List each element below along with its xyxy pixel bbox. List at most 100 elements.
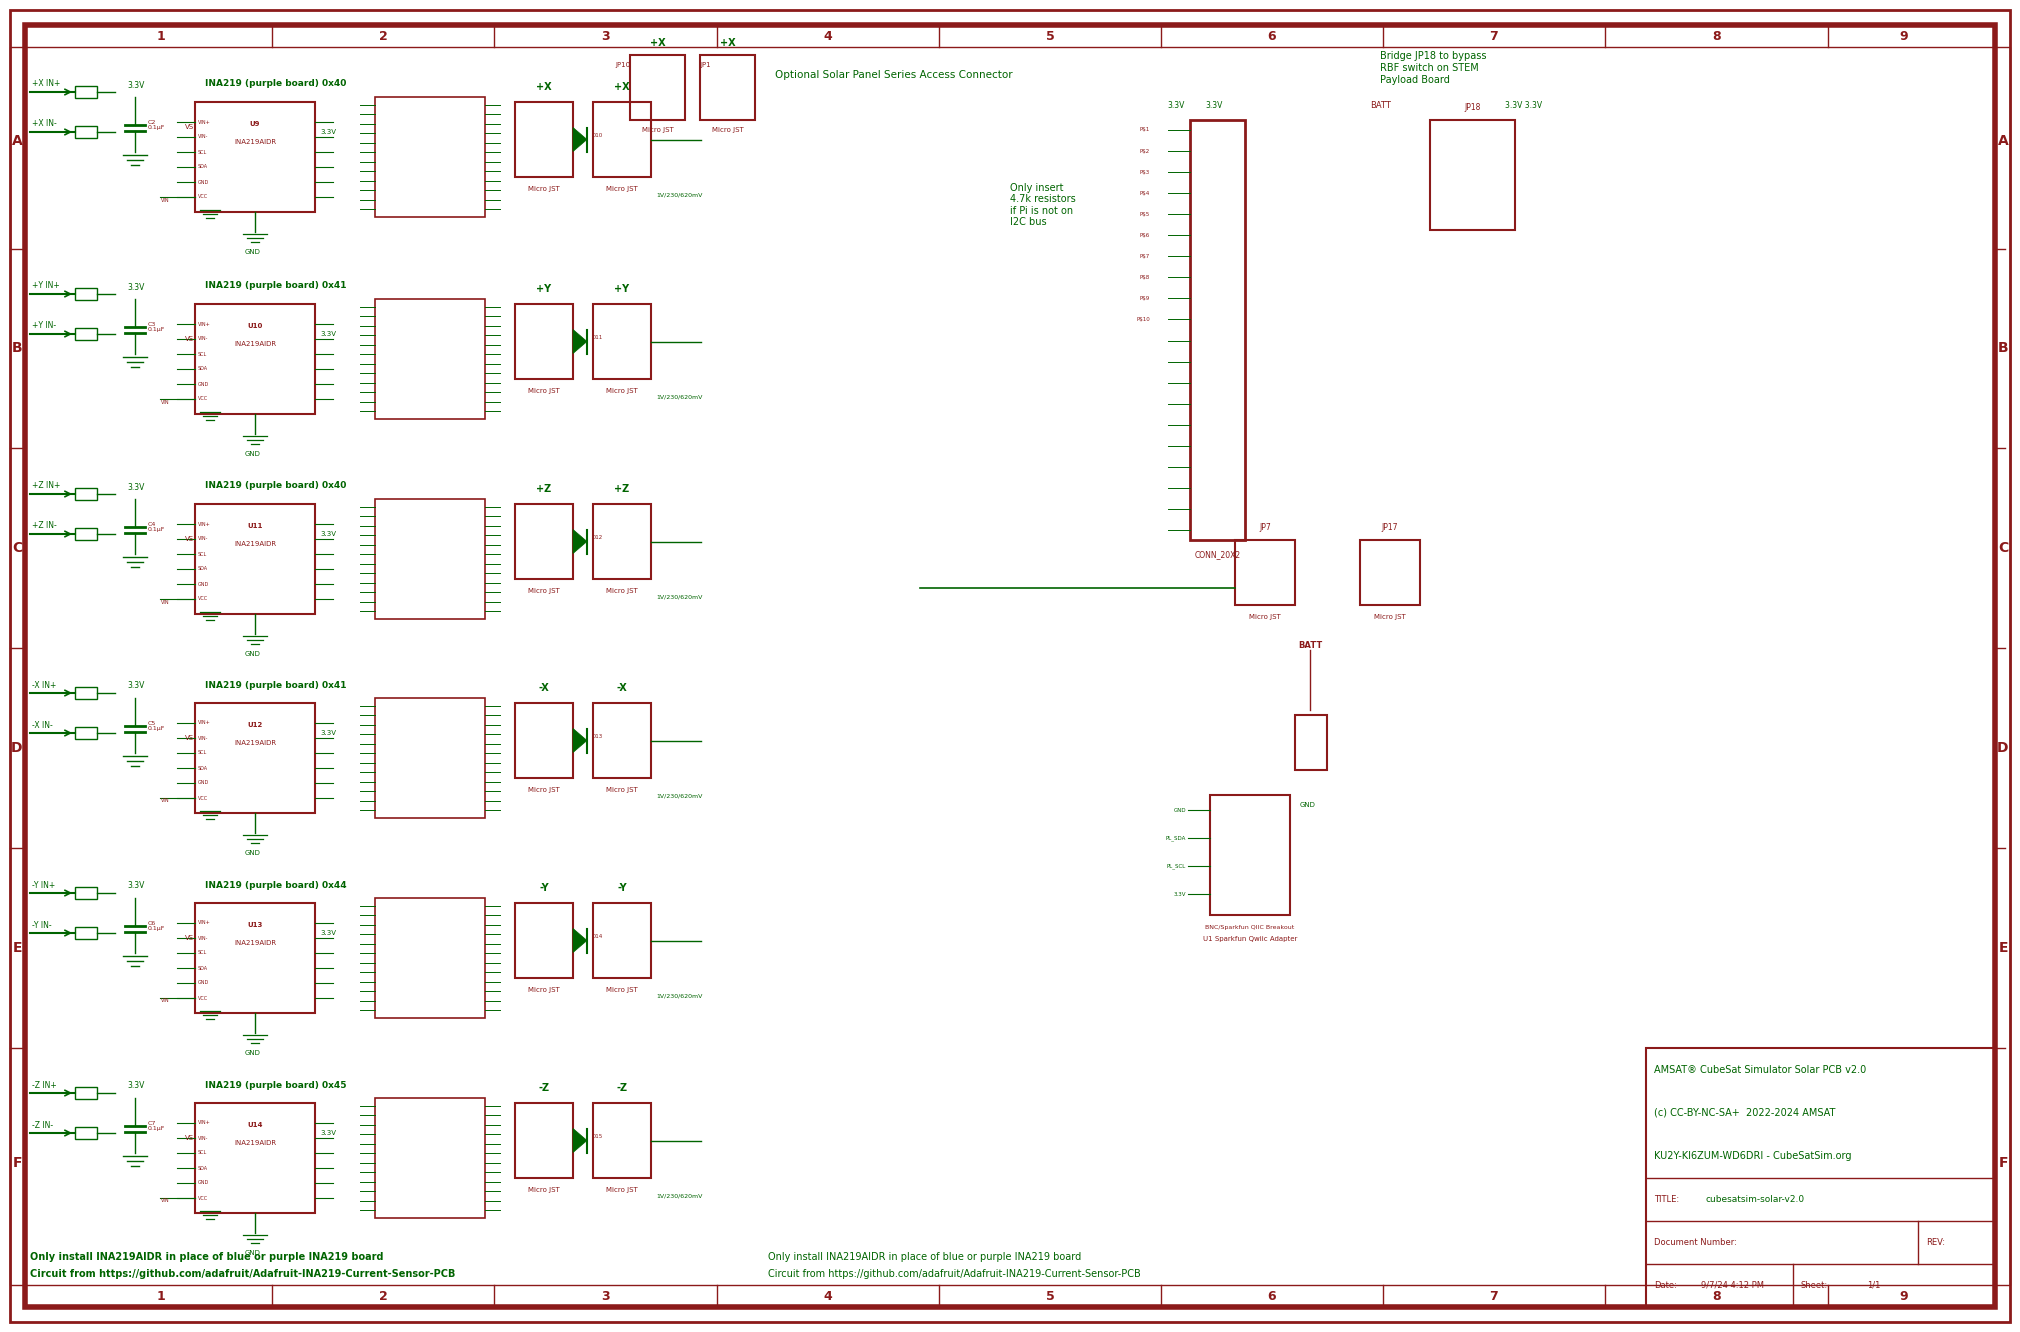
Text: -Y: -Y: [539, 883, 549, 892]
Text: VIN+: VIN+: [198, 321, 210, 326]
Text: INA219 (purple board) 0x40: INA219 (purple board) 0x40: [204, 80, 345, 88]
Text: VIN: VIN: [162, 197, 170, 202]
Text: SDA: SDA: [198, 1166, 208, 1171]
Text: cubesatsim-solar-v2.0: cubesatsim-solar-v2.0: [1707, 1195, 1806, 1204]
Text: Circuit from https://github.com/adafruit/Adafruit-INA219-Current-Sensor-PCB: Circuit from https://github.com/adafruit…: [30, 1269, 455, 1279]
Text: Only install INA219AIDR in place of blue or purple INA219 board: Only install INA219AIDR in place of blue…: [768, 1252, 1081, 1261]
Bar: [376, 298, 485, 420]
Bar: [10, 47, 24, 1285]
Text: VCC: VCC: [198, 597, 208, 602]
Text: 1V/230/620mV: 1V/230/620mV: [656, 594, 703, 599]
Text: 5: 5: [1046, 1289, 1054, 1303]
Text: GND: GND: [198, 180, 210, 185]
Bar: [75, 127, 97, 139]
Text: PL_SCL: PL_SCL: [1168, 863, 1186, 868]
Text: VIN-: VIN-: [198, 337, 208, 341]
Text: Micro JST: Micro JST: [527, 1187, 560, 1193]
Text: SCL: SCL: [198, 951, 208, 955]
Text: VIN: VIN: [162, 1199, 170, 1204]
Text: Micro JST: Micro JST: [711, 127, 743, 133]
Text: E: E: [12, 940, 22, 955]
Text: 3.3V: 3.3V: [319, 129, 335, 135]
Bar: [75, 288, 97, 300]
Text: AMSAT® CubeSat Simulator Solar PCB v2.0: AMSAT® CubeSat Simulator Solar PCB v2.0: [1654, 1064, 1866, 1075]
Bar: [196, 1103, 315, 1213]
Bar: [1430, 120, 1515, 230]
Text: +Z IN+: +Z IN+: [32, 481, 61, 490]
Text: -X: -X: [539, 683, 549, 693]
Bar: [1359, 539, 1420, 605]
Text: U9: U9: [250, 121, 261, 127]
Text: 3.3V: 3.3V: [319, 730, 335, 737]
Bar: [594, 503, 650, 579]
Text: +Z: +Z: [614, 484, 630, 494]
Bar: [630, 55, 685, 120]
Text: U12: U12: [246, 722, 263, 729]
Bar: [196, 703, 315, 813]
Text: P$7: P$7: [1139, 254, 1149, 258]
Text: INA219AIDR: INA219AIDR: [234, 940, 277, 946]
Text: BNC/Sparkfun QIIC Breakout: BNC/Sparkfun QIIC Breakout: [1206, 924, 1295, 930]
Text: VS: VS: [186, 535, 194, 542]
Text: Micro JST: Micro JST: [527, 987, 560, 992]
Text: VCC: VCC: [198, 194, 208, 200]
Bar: [1210, 795, 1291, 915]
Text: D12: D12: [592, 535, 602, 539]
Text: BATT: BATT: [1370, 100, 1392, 109]
Text: +X: +X: [535, 83, 551, 92]
Text: VS: VS: [186, 935, 194, 940]
Text: VIN-: VIN-: [198, 935, 208, 940]
Text: GND: GND: [244, 1050, 261, 1056]
Text: PL_SDA: PL_SDA: [1166, 835, 1186, 840]
Text: -X IN+: -X IN+: [32, 681, 57, 690]
Text: Optional Solar Panel Series Access Connector: Optional Solar Panel Series Access Conne…: [776, 71, 1012, 80]
Bar: [376, 698, 485, 818]
Polygon shape: [574, 928, 588, 952]
Text: Sheet:: Sheet:: [1800, 1281, 1828, 1289]
Text: +Z: +Z: [537, 484, 551, 494]
Text: P$2: P$2: [1139, 149, 1149, 153]
Text: 3.3V: 3.3V: [127, 1082, 143, 1091]
Text: VIN-: VIN-: [198, 537, 208, 542]
Bar: [75, 328, 97, 340]
Text: GND: GND: [198, 582, 210, 586]
Text: U11: U11: [246, 523, 263, 529]
Text: 8: 8: [1713, 1289, 1721, 1303]
Text: -Z IN+: -Z IN+: [32, 1080, 57, 1090]
Text: 7: 7: [1489, 29, 1499, 43]
Text: U1 Sparkfun Qwiic Adapter: U1 Sparkfun Qwiic Adapter: [1202, 936, 1297, 942]
Text: Only insert
4.7k resistors
if Pi is not on
I2C bus: Only insert 4.7k resistors if Pi is not …: [1010, 182, 1077, 228]
Text: INA219 (purple board) 0x44: INA219 (purple board) 0x44: [204, 880, 347, 890]
Text: -Z: -Z: [539, 1083, 549, 1094]
Text: +Y: +Y: [614, 284, 630, 294]
Text: Micro JST: Micro JST: [642, 127, 673, 133]
Text: -X IN-: -X IN-: [32, 721, 53, 730]
Text: GND: GND: [198, 381, 210, 386]
Bar: [376, 500, 485, 619]
Text: INA219 (purple board) 0x40: INA219 (purple board) 0x40: [204, 481, 345, 490]
Text: 1V/230/620mV: 1V/230/620mV: [656, 794, 703, 798]
Bar: [196, 503, 315, 614]
Text: U13: U13: [246, 922, 263, 928]
Text: Micro JST: Micro JST: [1248, 614, 1281, 619]
Text: INA219AIDR: INA219AIDR: [234, 1140, 277, 1146]
Text: KU2Y-KI6ZUM-WD6DRI - CubeSatSim.org: KU2Y-KI6ZUM-WD6DRI - CubeSatSim.org: [1654, 1151, 1852, 1162]
Text: VIN: VIN: [162, 599, 170, 605]
Text: GND: GND: [198, 1180, 210, 1185]
Text: Date:: Date:: [1654, 1281, 1677, 1289]
Text: 5: 5: [1046, 29, 1054, 43]
Text: 6: 6: [1269, 1289, 1277, 1303]
Text: 3.3V: 3.3V: [127, 282, 143, 292]
Text: 9: 9: [1899, 29, 1907, 43]
Text: VS: VS: [186, 336, 194, 342]
Text: VS: VS: [186, 735, 194, 741]
Text: C3
0.1μF: C3 0.1μF: [147, 321, 166, 333]
Text: D10: D10: [592, 133, 602, 139]
Text: P$4: P$4: [1139, 190, 1149, 196]
Bar: [1996, 47, 2010, 1285]
Text: 3: 3: [602, 29, 610, 43]
Text: 7: 7: [1489, 1289, 1499, 1303]
Bar: [515, 1103, 574, 1177]
Text: D15: D15: [592, 1134, 602, 1139]
Text: Micro JST: Micro JST: [606, 787, 638, 793]
